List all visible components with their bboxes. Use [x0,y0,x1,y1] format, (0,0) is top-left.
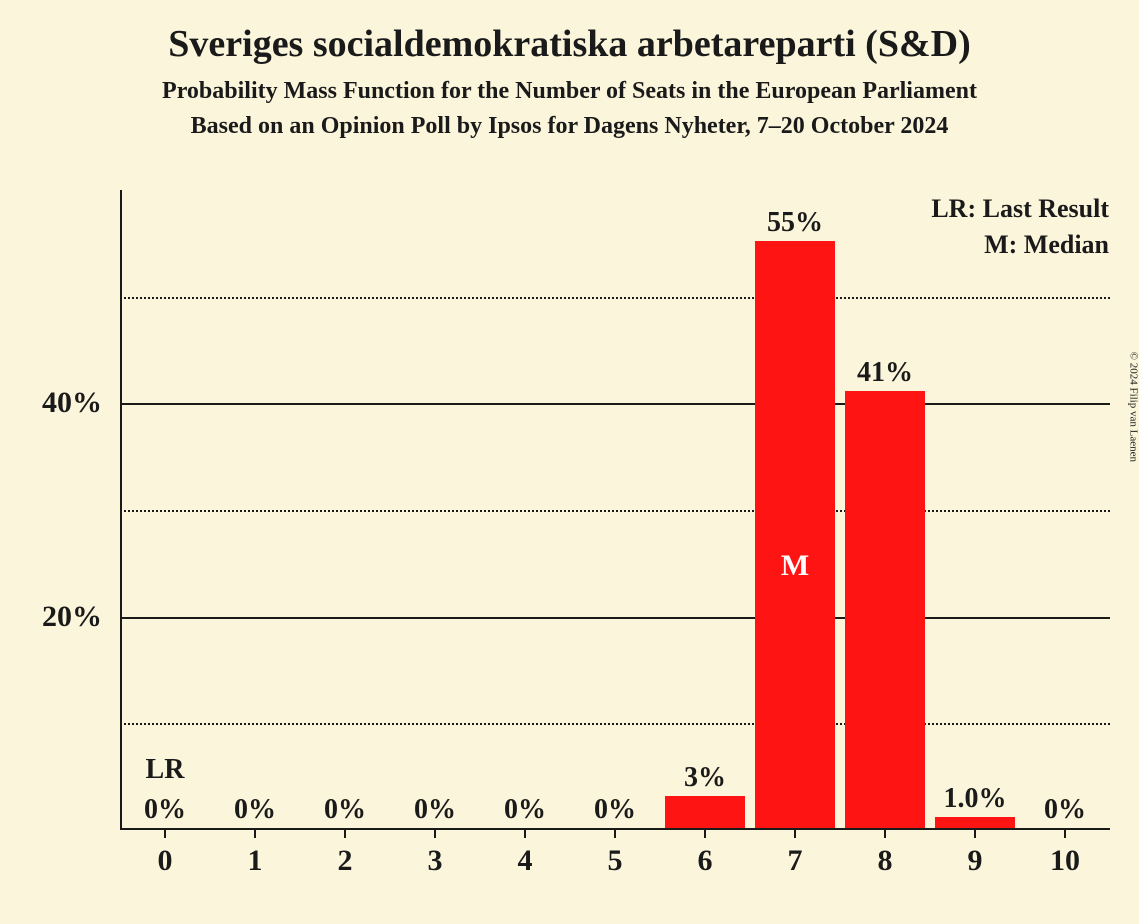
bar-value-label: 0% [594,794,636,826]
chart-subtitle-2: Based on an Opinion Poll by Ipsos for Da… [0,113,1139,140]
x-axis-label: 6 [698,830,713,878]
chart-plot-area: 20%40%00%LR10%20%30%40%50%63%755%M841%91… [120,190,1110,830]
bar-value-label: 0% [234,794,276,826]
median-marker: M [781,549,809,583]
legend-lr: LR: Last Result [931,194,1109,224]
gridline [120,510,1110,512]
gridline [120,723,1110,725]
x-axis-label: 1 [248,830,263,878]
legend: LR: Last Result M: Median [931,194,1109,260]
x-axis-label: 2 [338,830,353,878]
bar [935,817,1014,828]
bar-value-label: 1.0% [944,783,1007,815]
bar [665,796,744,828]
bar-value-label: 55% [767,207,823,239]
x-axis-label: 0 [158,830,173,878]
bar-value-label: 0% [414,794,456,826]
gridline [120,403,1110,405]
x-axis-label: 10 [1050,830,1080,878]
y-axis-label: 40% [42,386,120,420]
x-axis-label: 5 [608,830,623,878]
bar-value-label: 3% [684,762,726,794]
x-axis-label: 3 [428,830,443,878]
y-axis-label: 20% [42,600,120,634]
lr-marker: LR [146,754,185,786]
x-axis-label: 4 [518,830,533,878]
x-axis-label: 8 [878,830,893,878]
copyright-text: © 2024 Filip van Laenen [1127,352,1139,462]
bar-value-label: 0% [324,794,366,826]
x-axis-label: 7 [788,830,803,878]
bar [755,241,834,828]
x-axis-label: 9 [968,830,983,878]
legend-m: M: Median [931,230,1109,260]
gridline [120,617,1110,619]
bar [845,391,924,828]
bar-value-label: 41% [857,357,913,389]
chart-subtitle-1: Probability Mass Function for the Number… [0,78,1139,105]
bar-value-label: 0% [144,794,186,826]
bar-value-label: 0% [1044,794,1086,826]
gridline [120,297,1110,299]
chart-title: Sveriges socialdemokratiska arbetarepart… [0,0,1139,66]
bar-value-label: 0% [504,794,546,826]
